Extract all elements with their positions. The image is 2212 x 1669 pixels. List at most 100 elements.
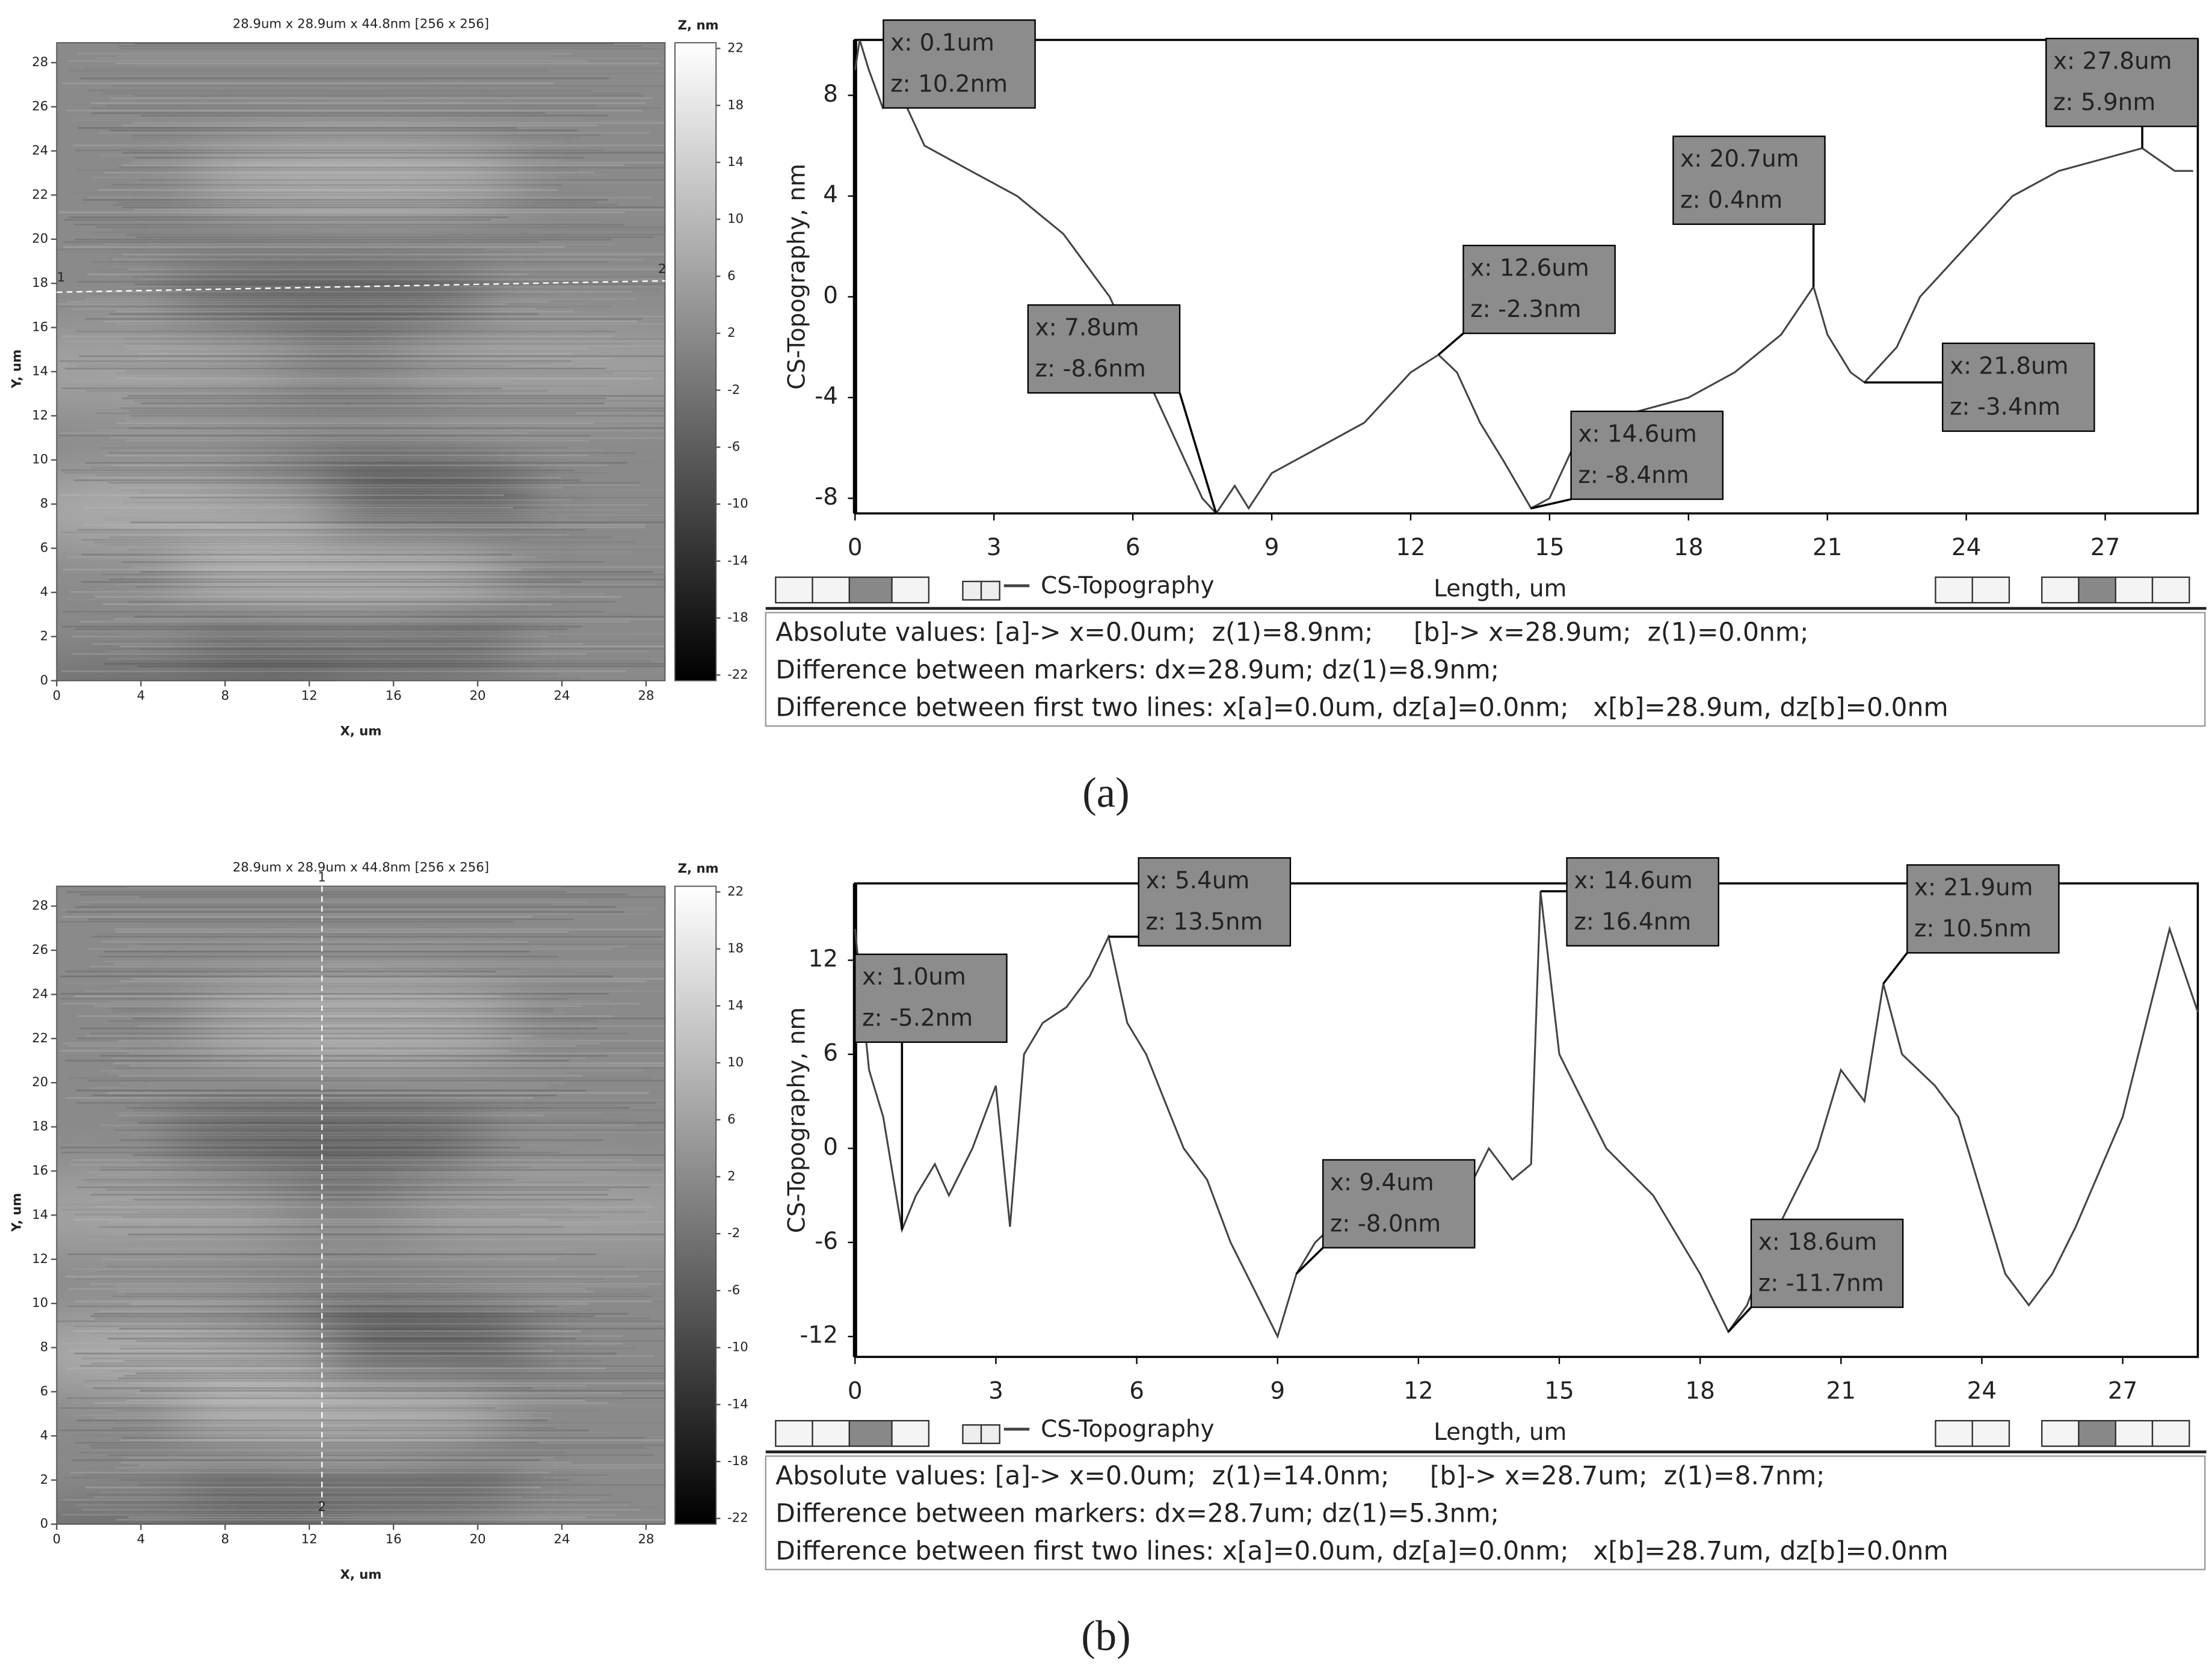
scan-line (114, 511, 549, 514)
scan-line (108, 482, 641, 484)
y-tick-label: 6 (823, 1039, 838, 1066)
scan-line (129, 496, 665, 499)
legend-toggle[interactable] (962, 580, 982, 601)
scan-line (130, 521, 665, 524)
nav-button[interactable] (2041, 1419, 2080, 1447)
scan-line (126, 608, 632, 610)
scan-line (128, 395, 665, 397)
scan-line (66, 1196, 643, 1198)
nav-button[interactable] (2041, 576, 2080, 604)
nav-button[interactable] (812, 576, 851, 604)
colorbar-tick-label: -2 (727, 383, 740, 398)
scan-line (116, 55, 552, 57)
scan-line (63, 675, 545, 677)
legend-toggle[interactable] (980, 1424, 1000, 1445)
scan-line (90, 903, 552, 906)
profile-line (854, 39, 2193, 515)
scan-line (116, 1519, 665, 1521)
nav-button[interactable] (775, 1419, 813, 1447)
scan-line (128, 1234, 665, 1235)
scan-line (119, 45, 642, 48)
scan-line (111, 1228, 608, 1231)
nav-button[interactable] (2115, 1419, 2154, 1447)
scan-line (126, 886, 562, 888)
nav-button[interactable] (1935, 576, 1973, 604)
scan-line (60, 1003, 639, 1005)
map-y-tick-label: 26 (32, 942, 48, 957)
nav-button[interactable] (812, 1419, 851, 1447)
scan-line (67, 613, 647, 615)
shade (184, 598, 525, 678)
scan-line (65, 970, 496, 973)
scan-line (61, 670, 626, 672)
scan-line (127, 1469, 640, 1471)
shade (397, 1172, 665, 1252)
shade (184, 138, 525, 218)
annotation-leader (1437, 332, 1464, 356)
scan-line (64, 367, 606, 370)
scan-line (105, 454, 589, 456)
scan-line (95, 1206, 654, 1208)
colorbar-tick-label: -18 (727, 610, 748, 625)
scan-line (118, 588, 573, 591)
cut-marker: 2 (318, 1499, 326, 1514)
scan-line (137, 221, 598, 223)
shade (170, 534, 511, 614)
scan-line (68, 216, 509, 218)
scan-line (91, 643, 583, 645)
scan-line (72, 1459, 541, 1462)
scan-line (98, 271, 665, 273)
scan-line (66, 109, 643, 112)
nav-button[interactable] (2115, 576, 2154, 604)
nav-button[interactable] (848, 1419, 893, 1447)
scan-line (80, 1365, 665, 1367)
scan-line (124, 345, 665, 348)
y-tick-label: -12 (800, 1322, 839, 1349)
nav-button[interactable] (848, 576, 893, 604)
scan-line (80, 476, 562, 479)
scan-line (61, 1117, 575, 1119)
nav-button[interactable] (891, 1419, 930, 1447)
scan-line (85, 1486, 541, 1489)
nav-button[interactable] (891, 576, 930, 604)
annotation-box (1566, 857, 1719, 947)
cut-marker: 1 (318, 870, 326, 885)
scan-line (121, 407, 665, 410)
scan-line (79, 1404, 665, 1407)
scan-line (75, 906, 616, 908)
scan-line (96, 442, 593, 444)
nav-button[interactable] (2151, 576, 2190, 604)
nav-button[interactable] (2078, 1419, 2116, 1447)
scan-line (87, 1080, 665, 1082)
scan-line (92, 79, 554, 82)
scan-line (102, 92, 641, 94)
nav-button[interactable] (775, 576, 813, 604)
scan-line (89, 965, 665, 968)
scan-line (122, 655, 665, 657)
map-y-tick-label: 24 (32, 986, 48, 1001)
scan-line (85, 298, 637, 300)
legend-toggle[interactable] (980, 580, 1000, 601)
scan-line (69, 1288, 585, 1290)
map-y-tick-label: 24 (32, 143, 48, 158)
map-x-tick-label: 8 (221, 689, 229, 704)
legend-toggle[interactable] (962, 1424, 982, 1445)
scan-line (59, 360, 571, 362)
scan-line (114, 913, 647, 915)
scan-line (63, 1449, 645, 1451)
scan-line (140, 179, 665, 181)
scan-line (101, 573, 665, 576)
y-tick-label: 4 (823, 181, 838, 208)
scan-line (111, 383, 617, 385)
nav-button[interactable] (2151, 1419, 2190, 1447)
map-y-tick-label: 28 (32, 899, 48, 914)
nav-button[interactable] (1971, 576, 2010, 604)
nav-button[interactable] (1935, 1419, 1973, 1447)
scan-line (99, 1226, 564, 1228)
scan-line (94, 1496, 522, 1499)
scan-line (74, 238, 611, 241)
scan-line (73, 995, 501, 997)
nav-button[interactable] (1971, 1419, 2010, 1447)
nav-button[interactable] (2078, 576, 2116, 604)
